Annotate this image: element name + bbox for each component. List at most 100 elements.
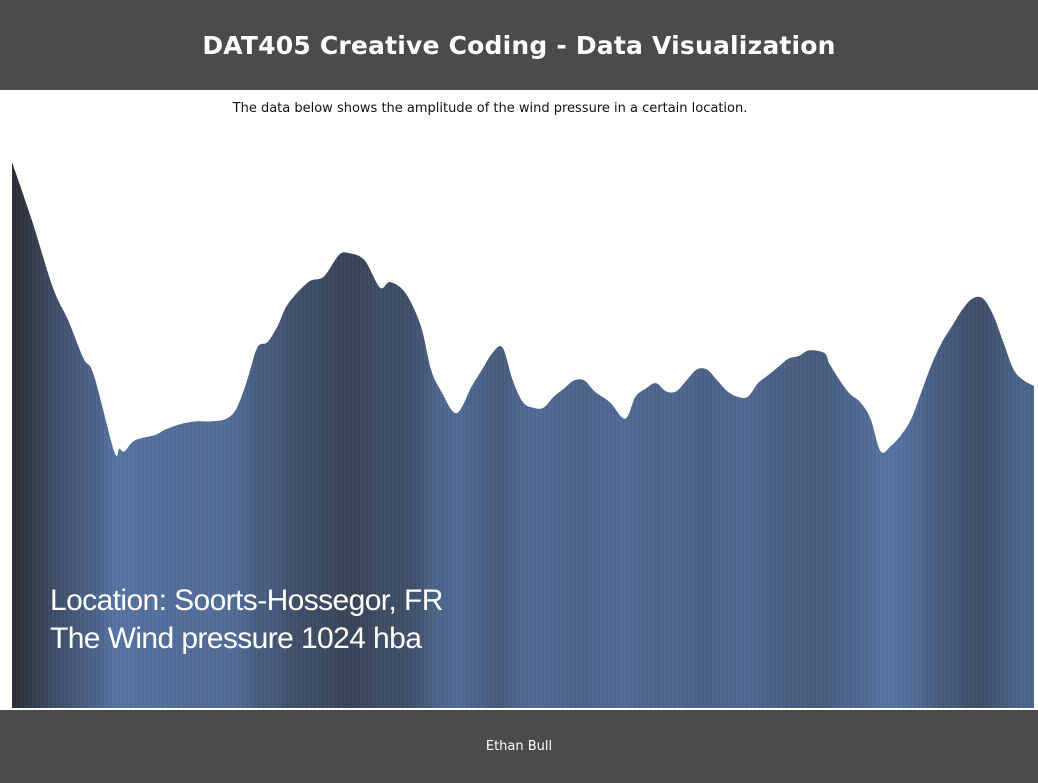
- area-bar: [928, 162, 930, 708]
- area-bar: [762, 162, 764, 708]
- area-bar: [844, 162, 846, 708]
- area-bar: [48, 162, 50, 708]
- area-bar: [880, 162, 882, 708]
- location-info: Location: Soorts-Hossegor, FR The Wind p…: [50, 582, 443, 658]
- area-bar: [728, 162, 730, 708]
- area-bar: [802, 162, 804, 708]
- area-bar: [252, 162, 254, 708]
- area-bar: [94, 162, 96, 708]
- area-bar: [990, 162, 992, 708]
- area-bar: [570, 162, 572, 708]
- area-bar: [698, 162, 700, 708]
- area-bar: [444, 162, 446, 708]
- area-bar: [940, 162, 942, 708]
- area-bar: [920, 162, 922, 708]
- area-bar: [714, 162, 716, 708]
- area-bar: [948, 162, 950, 708]
- area-bar: [498, 162, 500, 708]
- area-bar: [746, 162, 748, 708]
- area-bar: [470, 162, 472, 708]
- area-bar: [402, 162, 404, 708]
- area-bar: [916, 162, 918, 708]
- area-bar: [514, 162, 516, 708]
- area-bar: [428, 162, 430, 708]
- area-bar: [866, 162, 868, 708]
- area-bar: [954, 162, 956, 708]
- area-bar: [978, 162, 980, 708]
- area-bar: [848, 162, 850, 708]
- area-bar: [894, 162, 896, 708]
- area-bar: [236, 162, 238, 708]
- area-bar: [946, 162, 948, 708]
- area-bar: [914, 162, 916, 708]
- area-bar: [92, 162, 94, 708]
- area-bar: [476, 162, 478, 708]
- area-bar: [500, 162, 502, 708]
- area-bar: [926, 162, 928, 708]
- area-bar: [478, 162, 480, 708]
- area-bar: [702, 162, 704, 708]
- area-bar: [740, 162, 742, 708]
- area-bar: [998, 162, 1000, 708]
- area-bar: [158, 162, 160, 708]
- area-bar: [960, 162, 962, 708]
- area-bar: [974, 162, 976, 708]
- author-name: Ethan Bull: [485, 739, 553, 754]
- area-bar: [1012, 162, 1014, 708]
- area-bar: [104, 162, 106, 708]
- area-bar: [46, 162, 48, 708]
- area-bar: [840, 162, 842, 708]
- area-bar: [306, 162, 308, 708]
- area-bar: [958, 162, 960, 708]
- area-bar: [448, 162, 450, 708]
- area-bar: [552, 162, 554, 708]
- area-bar: [344, 162, 346, 708]
- area-bar: [106, 162, 108, 708]
- area-bar: [522, 162, 524, 708]
- area-bar: [276, 162, 278, 708]
- area-bar: [202, 162, 204, 708]
- area-bar: [454, 162, 456, 708]
- area-bar: [74, 162, 76, 708]
- area-bar: [40, 162, 42, 708]
- area-bar: [630, 162, 632, 708]
- area-bar: [518, 162, 520, 708]
- area-bar: [650, 162, 652, 708]
- area-bar: [196, 162, 198, 708]
- area-bar: [354, 162, 356, 708]
- area-bar: [716, 162, 718, 708]
- area-bar: [878, 162, 880, 708]
- area-bar: [1002, 162, 1004, 708]
- area-bar: [60, 162, 62, 708]
- area-bar: [430, 162, 432, 708]
- area-bar: [902, 162, 904, 708]
- area-bar: [808, 162, 810, 708]
- area-bar: [718, 162, 720, 708]
- area-bar: [244, 162, 246, 708]
- area-bar: [870, 162, 872, 708]
- area-bar: [546, 162, 548, 708]
- area-bar: [352, 162, 354, 708]
- area-bar: [250, 162, 252, 708]
- area-bar: [912, 162, 914, 708]
- area-bar: [480, 162, 482, 708]
- area-bar: [464, 162, 466, 708]
- area-bar: [834, 162, 836, 708]
- area-bar: [624, 162, 626, 708]
- area-bar: [764, 162, 766, 708]
- area-bar: [1030, 162, 1032, 708]
- area-bar: [474, 162, 476, 708]
- area-bar: [820, 162, 822, 708]
- area-bar: [566, 162, 568, 708]
- area-bar: [680, 162, 682, 708]
- area-bar: [304, 162, 306, 708]
- area-bar: [278, 162, 280, 708]
- area-bar: [1008, 162, 1010, 708]
- area-bar: [732, 162, 734, 708]
- area-bar: [390, 162, 392, 708]
- area-bar: [776, 162, 778, 708]
- area-bar: [730, 162, 732, 708]
- area-bar: [602, 162, 604, 708]
- area-bar: [168, 162, 170, 708]
- area-bar: [348, 162, 350, 708]
